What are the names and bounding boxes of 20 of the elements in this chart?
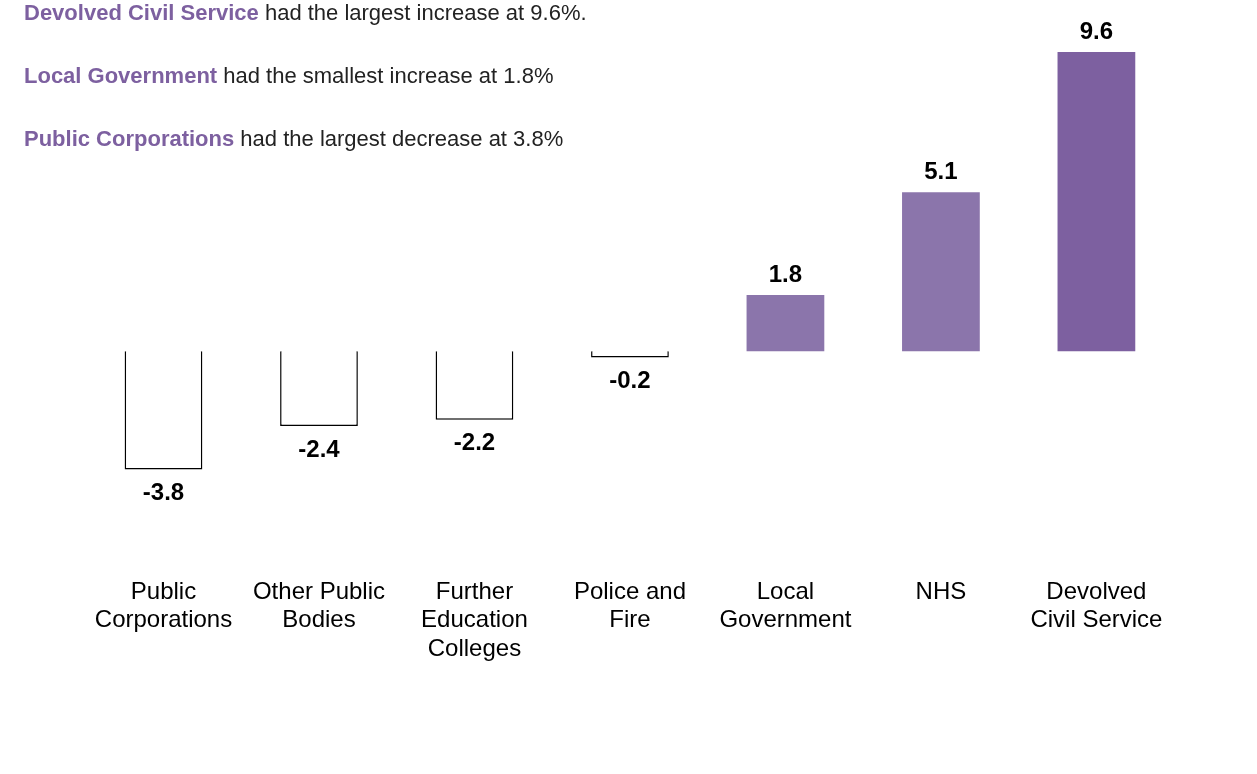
x-tick-label: Police and Fire <box>573 576 686 633</box>
x-tick-label: Devolved Civil Service <box>1030 576 1163 633</box>
x-tick-label: NHS <box>915 576 967 604</box>
annotation: Local Government had the smallest increase at 1.8% <box>24 63 555 90</box>
data-label: 5.1 <box>924 156 958 184</box>
x-tick-label: Other Public Bodies <box>252 576 386 633</box>
data-label: -2.4 <box>298 434 341 462</box>
x-tick-label: Local Government <box>719 576 852 633</box>
x-tick-label: Public Corporations <box>94 576 233 633</box>
data-label: -3.8 <box>142 478 185 506</box>
x-tick-label: Further Education Colleges <box>421 576 528 662</box>
data-label: -0.2 <box>609 366 651 394</box>
data-label: -2.2 <box>453 428 496 456</box>
annotation: Public Corporations had the largest decrease at 3.8% <box>24 126 565 153</box>
text: Devolved Civil Service had the largest increase at 9.6%. <box>24 0 587 27</box>
data-label: 1.8 <box>768 259 803 287</box>
bar <box>902 192 980 352</box>
bar <box>746 295 825 352</box>
data-label: 9.6 <box>1079 16 1114 44</box>
bar <box>1057 52 1136 352</box>
